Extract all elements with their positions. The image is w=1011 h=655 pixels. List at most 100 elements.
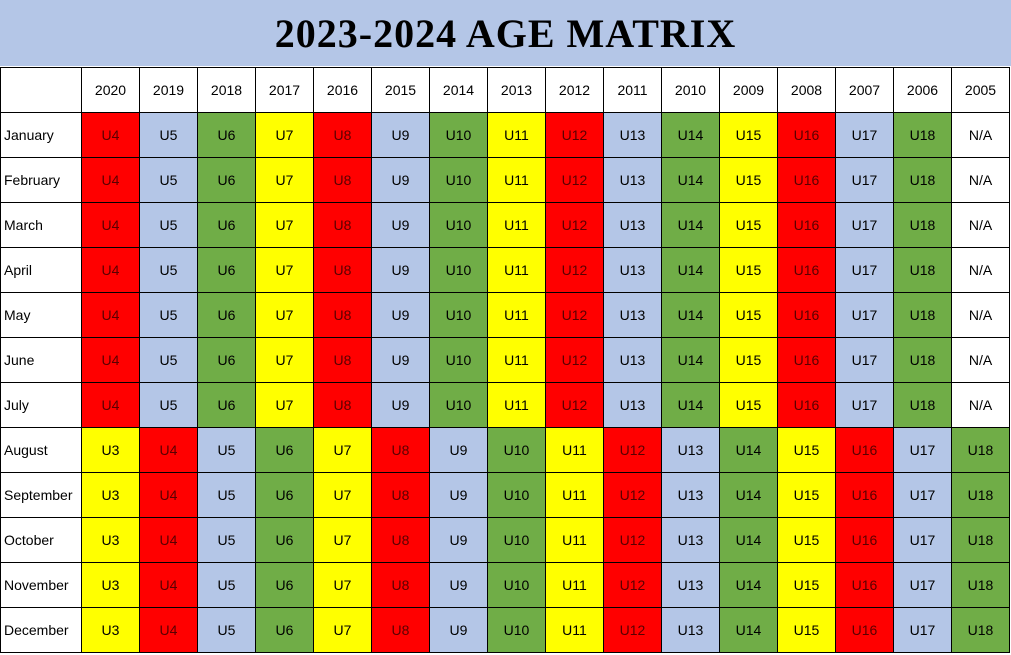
table-row: January U4 U5 U6 U7 U8 U9 U10 U11 U12 U13 U14 U15 U16… [0, 112, 1010, 158]
age-group-cell: U9 [429, 517, 488, 563]
age-group-cell: U8 [313, 202, 372, 248]
age-group-cell: U12 [545, 112, 604, 158]
age-group-cell: U16 [777, 157, 836, 203]
age-group-cell: U17 [893, 562, 952, 608]
year-header-2016: 2016 [313, 67, 372, 113]
age-group-cell: U17 [835, 157, 894, 203]
age-group-cell: U5 [197, 517, 256, 563]
age-group-cell: U4 [139, 517, 198, 563]
age-group-cell: U12 [545, 247, 604, 293]
age-group-cell: U18 [893, 157, 952, 203]
age-group-cell: U4 [139, 427, 198, 473]
age-group-cell: U12 [545, 337, 604, 383]
age-group-cell: U17 [893, 472, 952, 518]
age-group-cell: U8 [313, 382, 372, 428]
age-group-cell: N/A [951, 247, 1010, 293]
age-group-cell: U12 [545, 292, 604, 338]
age-group-cell: U13 [603, 247, 662, 293]
age-group-cell: U12 [603, 427, 662, 473]
age-group-cell: U5 [139, 382, 198, 428]
year-header-2007: 2007 [835, 67, 894, 113]
age-group-cell: U17 [835, 337, 894, 383]
month-label: December [0, 607, 82, 653]
age-group-cell: U15 [777, 472, 836, 518]
age-group-cell: U15 [719, 337, 778, 383]
age-group-cell: U13 [661, 562, 720, 608]
age-group-cell: U16 [777, 337, 836, 383]
age-group-cell: U12 [603, 517, 662, 563]
age-group-cell: U12 [603, 607, 662, 653]
age-group-cell: U16 [835, 427, 894, 473]
month-label: November [0, 562, 82, 608]
age-group-cell: U12 [603, 562, 662, 608]
age-group-cell: U10 [487, 607, 546, 653]
age-group-cell: U8 [371, 562, 430, 608]
age-group-cell: U15 [719, 202, 778, 248]
age-group-cell: U16 [835, 517, 894, 563]
age-group-cell: U5 [197, 427, 256, 473]
title-banner: 2023-2024 AGE MATRIX [0, 0, 1011, 66]
age-group-cell: U15 [777, 427, 836, 473]
age-group-cell: U9 [371, 157, 430, 203]
age-group-cell: U13 [603, 337, 662, 383]
age-group-cell: U18 [951, 427, 1010, 473]
age-group-cell: U18 [951, 472, 1010, 518]
age-group-cell: U9 [429, 562, 488, 608]
age-group-cell: U10 [429, 202, 488, 248]
age-group-cell: U11 [487, 202, 546, 248]
age-group-cell: U4 [81, 112, 140, 158]
age-group-cell: U11 [545, 517, 604, 563]
age-group-cell: U16 [777, 292, 836, 338]
age-group-cell: U7 [313, 427, 372, 473]
age-group-cell: U9 [371, 292, 430, 338]
age-group-cell: U11 [487, 382, 546, 428]
age-group-cell: U11 [545, 607, 604, 653]
table-row: February U4 U5 U6 U7 U8 U9 U10 U11 U12 U13 U14 U15 U1… [0, 157, 1010, 203]
year-header-2019: 2019 [139, 67, 198, 113]
age-group-cell: U7 [255, 112, 314, 158]
age-group-cell: U14 [661, 157, 720, 203]
age-group-cell: U3 [81, 607, 140, 653]
year-header-2014: 2014 [429, 67, 488, 113]
age-group-cell: U5 [197, 562, 256, 608]
age-group-cell: U16 [835, 562, 894, 608]
page-title: 2023-2024 AGE MATRIX [274, 10, 737, 56]
age-group-cell: U17 [835, 112, 894, 158]
age-group-cell: U8 [313, 157, 372, 203]
age-group-cell: U10 [429, 112, 488, 158]
age-group-cell: U15 [777, 517, 836, 563]
month-label: February [0, 157, 82, 203]
age-group-cell: U10 [487, 517, 546, 563]
age-group-cell: U6 [255, 562, 314, 608]
table-row: April U4 U5 U6 U7 U8 U9 U10 U11 U12 U13 U14 U15 U16 U1… [0, 247, 1010, 293]
age-group-cell: U4 [81, 382, 140, 428]
age-group-cell: U9 [429, 427, 488, 473]
year-header-2009: 2009 [719, 67, 778, 113]
age-group-cell: U15 [719, 292, 778, 338]
age-group-cell: U7 [313, 472, 372, 518]
age-group-cell: U5 [139, 112, 198, 158]
month-label: March [0, 202, 82, 248]
age-group-cell: U6 [197, 337, 256, 383]
age-group-cell: U13 [603, 382, 662, 428]
age-group-cell: U10 [429, 382, 488, 428]
age-group-cell: U14 [661, 382, 720, 428]
table-row: December U3 U4 U5 U6 U7 U8 U9 U10 U11 U12 U13 U14 U15… [0, 607, 1010, 653]
month-label: January [0, 112, 82, 158]
age-group-cell: U3 [81, 517, 140, 563]
age-group-cell: U17 [893, 427, 952, 473]
age-group-cell: U6 [197, 382, 256, 428]
age-group-cell: U9 [371, 112, 430, 158]
age-group-cell: U14 [719, 427, 778, 473]
age-group-cell: N/A [951, 382, 1010, 428]
age-group-cell: U4 [139, 562, 198, 608]
age-group-cell: U7 [255, 292, 314, 338]
age-group-cell: U12 [545, 157, 604, 203]
age-group-cell: U14 [661, 247, 720, 293]
age-group-cell: U5 [197, 472, 256, 518]
table-row: July U4 U5 U6 U7 U8 U9 U10 U11 U12 U13 U14 U15 U16 U17… [0, 382, 1010, 428]
age-group-cell: N/A [951, 157, 1010, 203]
age-group-cell: U13 [661, 517, 720, 563]
age-group-cell: U10 [487, 427, 546, 473]
age-group-cell: U13 [603, 112, 662, 158]
